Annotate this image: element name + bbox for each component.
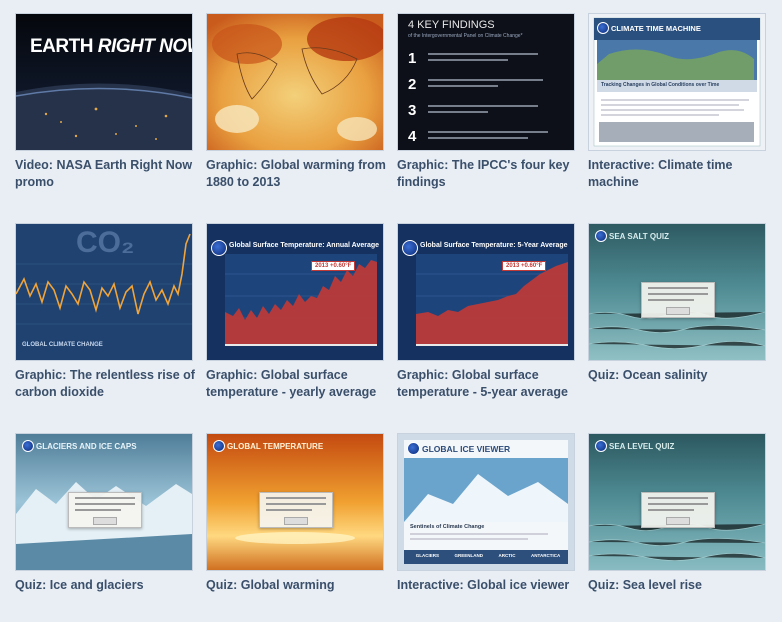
nasa-logo-icon (595, 230, 607, 242)
thumbnail-climate-time-machine[interactable]: CLIMATE TIME MACHINE Tracking Changes in… (588, 13, 766, 151)
quiz-dialog (259, 492, 333, 528)
thumbnail-ice-glaciers[interactable]: GLACIERS AND ICE CAPS (15, 433, 193, 571)
quiz-dialog (641, 492, 715, 528)
thumb-footer: GLOBAL CLIMATE CHANGE (22, 342, 103, 348)
gallery-card[interactable]: GLOBAL ICE VIEWER Sentinels of Climate C… (397, 433, 575, 594)
ice-viewer-tabs: GLACIERS GREENLAND ARCTIC ANTARCTICA (408, 553, 568, 558)
tab-arctic: ARCTIC (498, 553, 516, 558)
temp-badge: 2013 +0.60°F (502, 261, 547, 271)
card-caption[interactable]: Graphic: The relentless rise of carbon d… (15, 368, 195, 399)
card-caption[interactable]: Video: NASA Earth Right Now promo (15, 158, 193, 189)
quiz-dialog (641, 282, 715, 318)
gallery-card[interactable]: GLACIERS AND ICE CAPS Quiz: Ice and glac… (15, 433, 193, 594)
tab-greenland: GREENLAND (454, 553, 484, 558)
tab-antarctica: ANTARCTICA (531, 553, 561, 558)
thumbnail-earth-right-now[interactable]: EARTH RIGHT NOW (15, 13, 193, 151)
card-caption[interactable]: Interactive: Climate time machine (588, 158, 733, 189)
thumb-subtitle: of the Intergovernmental Panel on Climat… (408, 33, 523, 39)
card-caption[interactable]: Graphic: Global surface temperature - 5-… (397, 368, 568, 399)
card-caption[interactable]: Quiz: Ice and glaciers (15, 578, 144, 592)
thumb-text-earth: EARTH (30, 36, 93, 57)
gallery-card[interactable]: EARTH RIGHT NOW Video: NASA Earth Right … (15, 13, 193, 191)
thumb-title: SEA SALT QUIZ (609, 232, 669, 241)
finding-number: 3 (408, 102, 417, 119)
thumbnail-ocean-salinity[interactable]: SEA SALT QUIZ (588, 223, 766, 361)
gallery-card[interactable]: CLIMATE TIME MACHINE Tracking Changes in… (588, 13, 766, 191)
card-caption[interactable]: Interactive: Global ice viewer (397, 578, 570, 592)
quiz-dialog (68, 492, 142, 528)
gallery-card[interactable]: GLOBAL TEMPERATURE Quiz: Global warming (206, 433, 384, 594)
nasa-logo-icon (402, 240, 418, 256)
thumbnail-global-warming-map[interactable] (206, 13, 384, 151)
thumbnail-temp-5yr[interactable]: Global Surface Temperature: 5-Year Avera… (397, 223, 575, 361)
tab-glaciers: GLACIERS (415, 553, 440, 558)
thumb-title: 4 KEY FINDINGS (408, 19, 495, 31)
temp-badge: 2013 +0.60°F (311, 261, 356, 271)
nasa-logo-icon (595, 440, 607, 452)
gallery-card[interactable]: Graphic: Global warming from 1880 to 201… (206, 13, 386, 191)
thumbnail-ipcc-findings[interactable]: 4 KEY FINDINGS of the Intergovernmental … (397, 13, 575, 151)
finding-number: 4 (408, 128, 417, 145)
thumb-subtitle: Tracking Changes in Global Conditions ov… (601, 82, 720, 88)
thumb-title: Global Surface Temperature: Annual Avera… (229, 242, 380, 249)
thumb-title: GLOBAL ICE VIEWER (422, 444, 511, 454)
thumbnail-sea-level-quiz[interactable]: SEA LEVEL QUIZ (588, 433, 766, 571)
card-caption[interactable]: Graphic: Global warming from 1880 to 201… (206, 158, 386, 189)
thumbnail-global-ice-viewer[interactable]: GLOBAL ICE VIEWER Sentinels of Climate C… (397, 433, 575, 571)
thumbnail-co2-rise[interactable]: CO₂ GLOBAL CLIMATE CHANGE (15, 223, 193, 361)
thumb-title: CLIMATE TIME MACHINE (611, 24, 701, 33)
nasa-logo-icon (407, 442, 420, 455)
thumb-subtitle: Sentinels of Climate Change (410, 524, 485, 530)
gallery-card[interactable]: SEA SALT QUIZ Quiz: Ocean salinity (588, 223, 766, 384)
nasa-logo-icon (213, 440, 225, 452)
gallery-card[interactable]: CO₂ GLOBAL CLIMATE CHANGE Graphic: The r… (15, 223, 195, 401)
card-caption[interactable]: Graphic: The IPCC's four key findings (397, 158, 570, 189)
thumb-title: GLACIERS AND ICE CAPS (36, 442, 137, 451)
thumb-text: EARTH RIGHT NOW (30, 36, 192, 58)
card-caption[interactable]: Quiz: Global warming (206, 578, 335, 592)
gallery-card[interactable]: 4 KEY FINDINGS of the Intergovernmental … (397, 13, 575, 191)
thumbnail-global-warming-quiz[interactable]: GLOBAL TEMPERATURE (206, 433, 384, 571)
nasa-logo-icon (211, 240, 227, 256)
finding-number: 2 (408, 76, 417, 93)
thumb-title: SEA LEVEL QUIZ (609, 442, 675, 451)
thumb-title: CO₂ (76, 226, 135, 259)
card-caption[interactable]: Graphic: Global surface temperature - ye… (206, 368, 377, 399)
thumbnail-temp-annual[interactable]: Global Surface Temperature: Annual Avera… (206, 223, 384, 361)
gallery-card[interactable]: Global Surface Temperature: Annual Avera… (206, 223, 384, 401)
finding-numbers: 1 2 3 4 (408, 46, 416, 150)
gallery-card[interactable]: SEA LEVEL QUIZ Quiz: Sea level rise (588, 433, 766, 594)
card-caption[interactable]: Quiz: Ocean salinity (588, 368, 708, 382)
gallery-card[interactable]: Global Surface Temperature: 5-Year Avera… (397, 223, 575, 401)
nasa-logo-icon (597, 22, 609, 34)
thumb-text-right-now: RIGHT NOW (97, 36, 192, 57)
finding-number: 1 (408, 50, 417, 67)
thumb-title: GLOBAL TEMPERATURE (227, 442, 324, 451)
thumb-title: Global Surface Temperature: 5-Year Avera… (420, 242, 568, 249)
card-caption[interactable]: Quiz: Sea level rise (588, 578, 702, 592)
nasa-logo-icon (22, 440, 34, 452)
